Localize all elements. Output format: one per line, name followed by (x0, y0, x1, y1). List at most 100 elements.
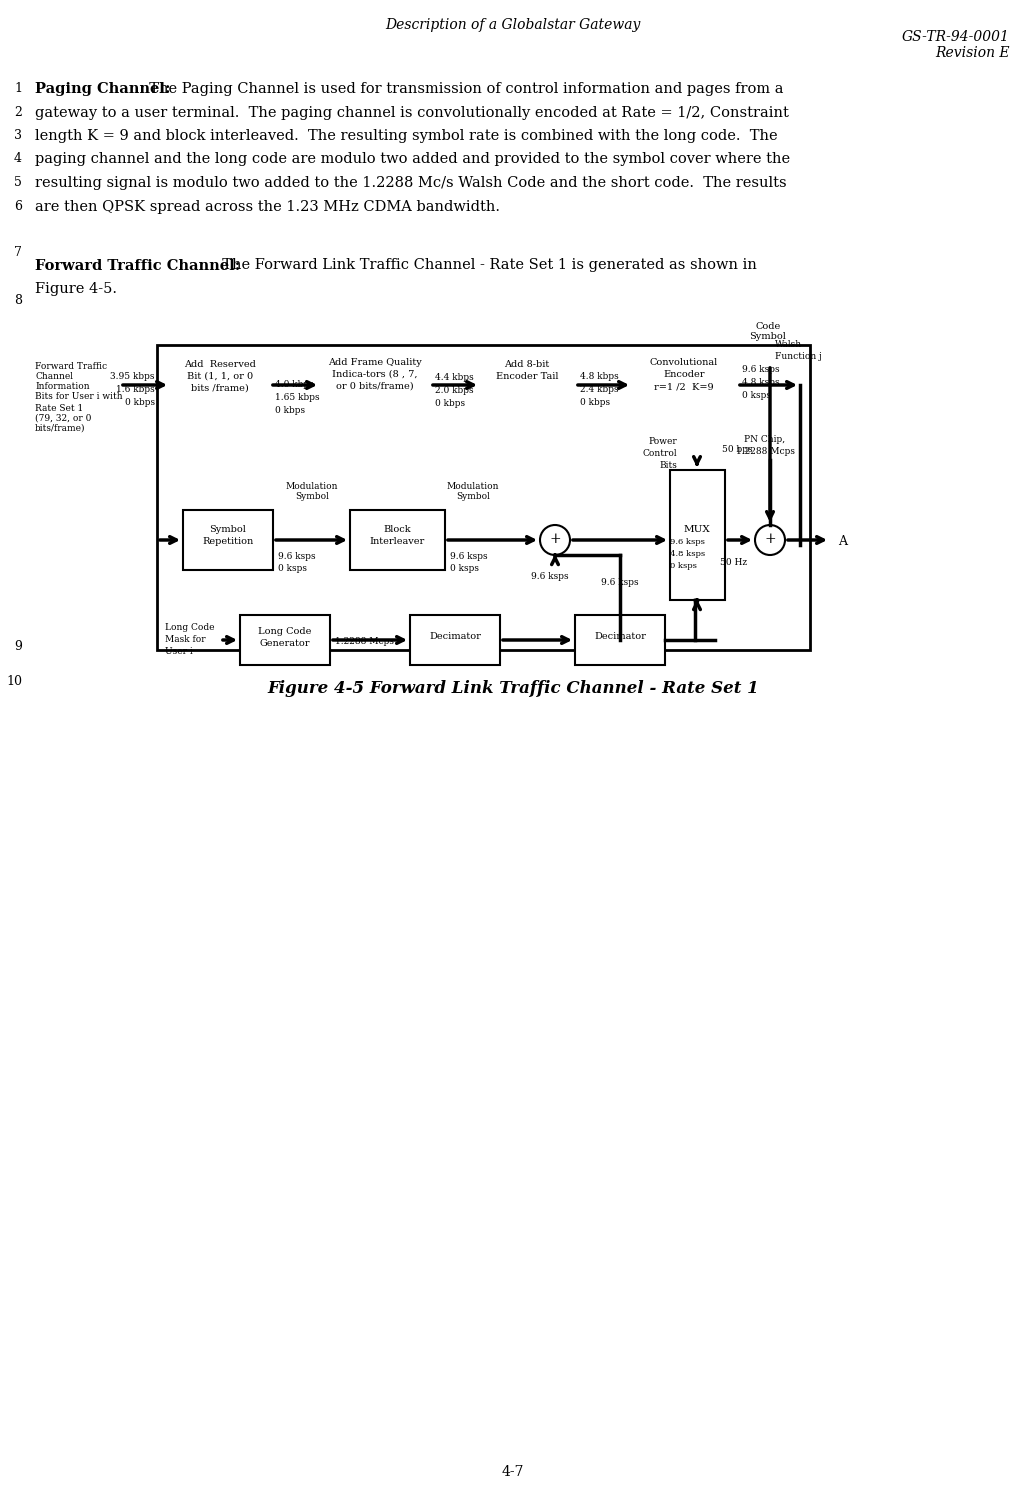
Text: 9.6 ksps: 9.6 ksps (670, 538, 705, 546)
Text: Decimator: Decimator (429, 632, 481, 641)
Bar (410, 614, 500, 665)
Text: Encoder: Encoder (663, 370, 705, 379)
Text: 1: 1 (14, 82, 22, 95)
Text: GS-TR-94-0001: GS-TR-94-0001 (902, 30, 1010, 45)
Text: bits/frame): bits/frame) (35, 423, 85, 432)
Text: Forward Traffic Channel:: Forward Traffic Channel: (35, 258, 240, 273)
Text: 9: 9 (14, 640, 22, 653)
Bar (670, 470, 725, 599)
Text: User i: User i (165, 647, 193, 656)
Text: (79, 32, or 0: (79, 32, or 0 (35, 414, 91, 423)
Text: 9.6 ksps: 9.6 ksps (278, 552, 316, 561)
Text: r=1 /2  K=9: r=1 /2 K=9 (655, 382, 714, 391)
Text: 4.8 ksps: 4.8 ksps (742, 379, 780, 388)
Text: 1.6 kbps: 1.6 kbps (116, 385, 155, 394)
Text: Description of a Globalstar Gateway: Description of a Globalstar Gateway (386, 18, 640, 31)
Text: 4-7: 4-7 (502, 1466, 524, 1479)
Bar (350, 510, 445, 570)
Text: 1.65 kbps: 1.65 kbps (275, 394, 320, 403)
Text: Symbol: Symbol (750, 332, 787, 341)
Text: 0 kbps: 0 kbps (275, 406, 305, 414)
Text: 9.6 ksps: 9.6 ksps (601, 579, 639, 587)
Text: bits /frame): bits /frame) (191, 385, 249, 394)
Text: Block: Block (383, 525, 410, 534)
Text: Convolutional: Convolutional (649, 358, 718, 367)
Text: Paging Channel:: Paging Channel: (35, 82, 170, 95)
Bar (480, 350, 575, 420)
Text: Repetition: Repetition (202, 537, 253, 546)
Text: Long Code: Long Code (165, 623, 214, 632)
Text: 8: 8 (14, 294, 22, 307)
Text: 2.4 kbps: 2.4 kbps (580, 385, 619, 394)
Text: Mask for: Mask for (165, 635, 205, 644)
Text: 0 kbps: 0 kbps (125, 398, 155, 407)
Text: 9.6 ksps: 9.6 ksps (742, 365, 780, 374)
Text: Generator: Generator (260, 640, 310, 649)
Text: Bit (1, 1, or 0: Bit (1, 1, or 0 (187, 371, 253, 382)
Bar (157, 344, 810, 650)
Text: Long Code: Long Code (259, 628, 312, 637)
Text: 3.95 kbps: 3.95 kbps (111, 371, 155, 382)
Text: 10: 10 (6, 675, 22, 687)
Text: 7: 7 (14, 246, 22, 259)
Text: 9.6 ksps: 9.6 ksps (450, 552, 487, 561)
Bar (183, 510, 273, 570)
Text: Rate Set 1: Rate Set 1 (35, 404, 83, 413)
Text: Control: Control (642, 449, 677, 458)
Text: Indica-tors (8 , 7,: Indica-tors (8 , 7, (332, 370, 418, 379)
Text: Revision E: Revision E (936, 46, 1010, 60)
Text: 0 ksps: 0 ksps (742, 391, 771, 400)
Text: +: + (764, 532, 776, 546)
Text: 0 ksps: 0 ksps (450, 564, 479, 573)
Text: Forward Traffic: Forward Traffic (35, 362, 107, 371)
Text: Add 8-bit: Add 8-bit (505, 359, 550, 368)
Text: Code: Code (755, 322, 781, 331)
Text: or 0 bits/frame): or 0 bits/frame) (337, 382, 413, 391)
Text: 4.0 kbps: 4.0 kbps (275, 380, 314, 389)
Text: Walsh: Walsh (775, 340, 802, 349)
Text: Interleaver: Interleaver (369, 537, 425, 546)
Text: Symbol: Symbol (295, 492, 329, 501)
Text: MUX: MUX (683, 525, 710, 534)
Text: Modulation: Modulation (446, 482, 500, 491)
Text: +: + (549, 532, 561, 546)
Text: 4.4 kbps: 4.4 kbps (435, 373, 474, 382)
Bar (320, 350, 430, 420)
Bar (575, 614, 665, 665)
Text: 9.6 ksps: 9.6 ksps (531, 573, 568, 581)
Text: 0 kbps: 0 kbps (435, 400, 465, 409)
Text: 4.8 kbps: 4.8 kbps (580, 371, 619, 382)
Text: The Paging Channel is used for transmission of control information and pages fro: The Paging Channel is used for transmiss… (140, 82, 784, 95)
Text: length K = 9 and block interleaved.  The resulting symbol rate is combined with : length K = 9 and block interleaved. The … (35, 130, 778, 143)
Text: Power: Power (648, 437, 677, 446)
Text: PN Chip,: PN Chip, (745, 435, 786, 444)
Text: Add  Reserved: Add Reserved (184, 359, 255, 368)
Text: The Forward Link Traffic Channel - Rate Set 1 is generated as shown in: The Forward Link Traffic Channel - Rate … (213, 258, 757, 273)
Text: 50 bps: 50 bps (722, 444, 753, 453)
Text: Add Frame Quality: Add Frame Quality (328, 358, 422, 367)
Text: Information: Information (35, 382, 89, 391)
Text: paging channel and the long code are modulo two added and provided to the symbol: paging channel and the long code are mod… (35, 152, 790, 167)
Text: gateway to a user terminal.  The paging channel is convolutionally encoded at Ra: gateway to a user terminal. The paging c… (35, 106, 789, 119)
Text: Figure 4-5 Forward Link Traffic Channel - Rate Set 1: Figure 4-5 Forward Link Traffic Channel … (267, 680, 759, 696)
Text: 0 kbps: 0 kbps (580, 398, 610, 407)
Text: 4.8 ksps: 4.8 ksps (670, 550, 705, 558)
Text: 1.2288 Mcps: 1.2288 Mcps (336, 637, 394, 646)
Text: resulting signal is modulo two added to the 1.2288 Mc/s Walsh Code and the short: resulting signal is modulo two added to … (35, 176, 787, 189)
Text: 6: 6 (14, 200, 22, 213)
Bar (170, 350, 270, 420)
Bar (240, 614, 330, 665)
Text: 2: 2 (14, 106, 22, 118)
Text: Function j: Function j (775, 352, 822, 361)
Text: 4: 4 (14, 152, 22, 166)
Text: 0 ksps: 0 ksps (670, 562, 697, 570)
Text: Decimator: Decimator (594, 632, 646, 641)
Text: 5: 5 (14, 176, 22, 189)
Text: Symbol: Symbol (209, 525, 246, 534)
Text: Encoder Tail: Encoder Tail (496, 371, 558, 382)
Text: A: A (838, 535, 847, 549)
Text: Bits: Bits (659, 461, 677, 470)
Text: are then QPSK spread across the 1.23 MHz CDMA bandwidth.: are then QPSK spread across the 1.23 MHz… (35, 200, 500, 213)
Text: Bits for User i with: Bits for User i with (35, 392, 123, 401)
Text: 3: 3 (14, 130, 22, 142)
